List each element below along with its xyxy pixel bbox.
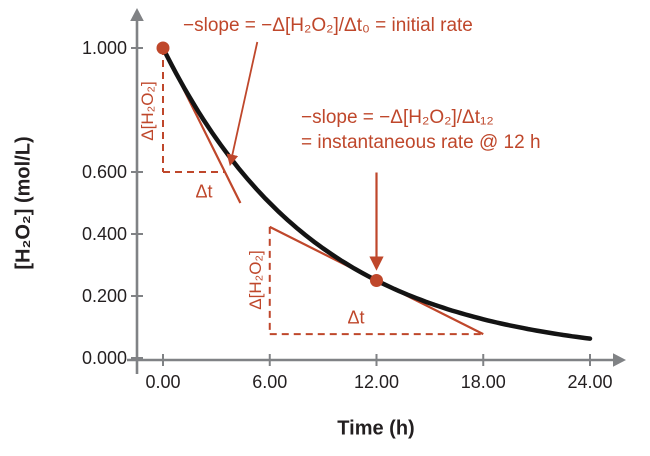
x-tick-label: 18.00 [461,372,506,392]
initial-rate-annotation: −slope = −Δ[H₂O₂]/Δt₀ = initial rate [183,15,473,36]
x-axis-title: Time (h) [337,417,415,440]
x-axis-arrowhead [613,353,626,367]
y-tick-label: 0.400 [82,224,127,244]
x-tick-label: 0.00 [145,372,180,392]
instantaneous-rate-annotation-line2: = instantaneous rate @ 12 h [301,132,541,154]
delta-t-label-2: Δt [347,307,365,328]
instantaneous-rate-annotation: −slope = −Δ[H₂O₂]/Δt₁₂ = instantaneous r… [301,105,541,155]
x-tick-label: 24.00 [567,372,612,392]
instantaneous-rate-annotation-line1: −slope = −Δ[H₂O₂]/Δt₁₂ [301,107,494,128]
delta-t-label-1: Δt [195,181,213,202]
y-tick-label: 0.200 [82,286,127,306]
y-axis-title: [H₂O₂] (mol/L) [12,136,35,270]
data-point-2 [370,274,383,287]
delta-concentration-label-1: Δ[H₂O₂] [138,81,157,141]
y-tick-label: 0.000 [82,348,127,368]
y-tick-label: 0.600 [82,162,127,182]
y-axis-arrowhead [130,8,144,21]
x-tick-label: 12.00 [354,372,399,392]
delta-concentration-label-2: Δ[H₂O₂] [246,250,265,310]
x-tick-label: 6.00 [252,372,287,392]
y-tick-label: 1.000 [82,38,127,58]
initial-rate-leader-line [226,41,259,167]
data-point-1 [156,41,170,55]
